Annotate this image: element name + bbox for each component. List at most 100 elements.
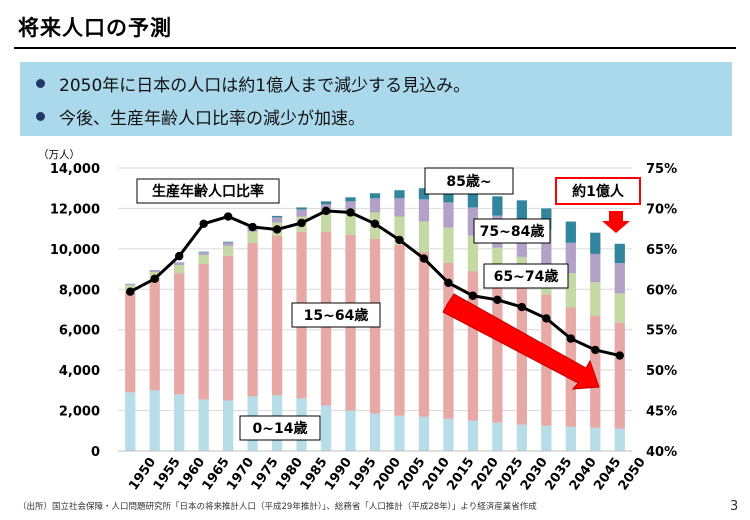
label-15-64-box — [291, 302, 381, 328]
bar-segment-85-plus — [467, 191, 479, 208]
bar-segment-85-plus — [565, 221, 576, 243]
bar-segment-75-84 — [149, 270, 160, 273]
ratio-marker — [419, 254, 429, 263]
bar-segment-15-64 — [149, 279, 160, 391]
y2-tick-label: 60% — [646, 283, 677, 298]
ratio-marker — [248, 222, 257, 232]
bar-segment-85-plus — [223, 241, 234, 243]
bar-segment-85-plus — [345, 197, 356, 202]
ratio-marker — [468, 291, 478, 300]
ratio-marker — [174, 251, 184, 261]
bar-segment-65-74 — [198, 254, 209, 265]
label-approx-100m-box — [555, 177, 641, 205]
y2-tick-label: 55% — [646, 324, 677, 339]
bar-segment-85-plus — [394, 190, 405, 199]
bar-segment-75-84 — [125, 284, 136, 286]
ratio-marker — [517, 302, 527, 312]
ratio-marker — [150, 274, 159, 283]
bar-segment-0-14 — [565, 426, 576, 451]
bar-segment-0-14 — [418, 416, 430, 451]
page-number: 3 — [730, 499, 739, 514]
bar-segment-85-plus — [320, 201, 332, 205]
bar-segment-75-84 — [271, 217, 283, 223]
bar-segment-85-plus — [271, 215, 283, 218]
bar-segment-65-74 — [443, 227, 454, 264]
y-axis-unit-label: （万人） — [38, 149, 80, 161]
bar-segment-85-plus — [369, 193, 381, 199]
y-tick-label: 4,000 — [59, 364, 100, 379]
y2-tick-label: 45% — [646, 405, 677, 420]
y-tick-label: 6,000 — [59, 324, 100, 339]
label-75-84-box — [473, 218, 551, 244]
bar-segment-75-84 — [467, 207, 479, 236]
bar-segment-85-plus — [516, 200, 527, 221]
bar-segment-85-plus — [418, 188, 430, 200]
bar-segment-15-64 — [590, 315, 601, 428]
bar-segment-75-84 — [296, 209, 307, 217]
label-approx-100m: 約1億人 — [572, 183, 625, 200]
summary-bullet-2-text: 今後、生産年齢人口比率の減少が加速。 — [59, 109, 365, 129]
ratio-marker — [615, 351, 624, 360]
bar-segment-85-plus — [198, 251, 209, 253]
bar-segment-0-14 — [320, 405, 332, 451]
label-65-74-box — [483, 263, 569, 289]
y2-tick-label: 75% — [646, 162, 677, 177]
y2-tick-label: 40% — [646, 445, 677, 460]
bar-segment-75-84 — [418, 199, 430, 222]
y-tick-label: 14,000 — [50, 162, 100, 177]
bar-segment-0-14 — [590, 427, 601, 451]
bar-segment-65-74 — [394, 216, 405, 245]
bar-segment-15-64 — [198, 264, 209, 400]
bar-segment-0-14 — [345, 410, 356, 451]
bar-segment-15-64 — [223, 255, 234, 401]
bar-segment-65-74 — [174, 265, 185, 274]
ratio-marker — [566, 334, 576, 343]
bar-segment-15-64 — [614, 322, 625, 429]
bar-segment-0-14 — [223, 400, 234, 451]
ratio-marker — [542, 314, 551, 323]
y2-tick-label: 65% — [646, 243, 677, 258]
bar-segment-75-84 — [541, 229, 552, 265]
bar-segment-0-14 — [516, 424, 527, 451]
summary-bullet-1: 2050年に日本の人口は約1億人まで減少する見込み。 — [36, 71, 470, 96]
ratio-marker — [591, 345, 600, 355]
bullet-dot-icon — [36, 79, 45, 88]
bar-segment-0-14 — [492, 422, 503, 451]
bar-segment-85-plus — [590, 232, 601, 254]
ratio-marker — [272, 225, 282, 234]
bar-segment-0-14 — [174, 394, 185, 451]
summary-bullet-2: 今後、生産年齢人口比率の減少が加速。 — [36, 104, 365, 129]
bar-segment-0-14 — [443, 418, 454, 451]
bar-segment-65-74 — [345, 212, 356, 235]
ratio-marker — [126, 287, 135, 296]
bar-segment-0-14 — [394, 415, 405, 451]
label-15-64: 15~64歳 — [304, 307, 369, 324]
bar-segment-0-14 — [467, 420, 479, 451]
page-title: 将来人口の予測 — [18, 16, 172, 40]
bar-segment-65-74 — [492, 247, 503, 279]
bar-segment-85-plus — [614, 243, 625, 264]
bar-segment-75-84 — [174, 263, 185, 266]
bullet-dot-icon — [36, 112, 45, 121]
bar-segment-75-84 — [443, 202, 454, 228]
bar-segment-65-74 — [614, 293, 625, 323]
ratio-marker — [395, 235, 404, 245]
bar-segment-75-84 — [590, 253, 601, 283]
y2-tick-label: 50% — [646, 364, 677, 379]
bar-segment-15-64 — [467, 271, 479, 421]
bar-segment-15-64 — [125, 291, 136, 393]
bar-segment-0-14 — [125, 392, 136, 451]
bar-segment-65-74 — [247, 231, 258, 243]
bar-segment-75-84 — [198, 252, 209, 255]
y-tick-label: 2,000 — [59, 405, 100, 420]
bar-segment-65-74 — [565, 273, 576, 308]
bar-segment-85-plus — [492, 196, 503, 216]
bar-segment-75-84 — [223, 242, 234, 246]
bar-segment-65-74 — [418, 221, 430, 252]
ratio-marker — [493, 295, 502, 304]
summary-box: 2050年に日本の人口は約1億人まで減少する見込み。 今後、生産年齢人口比率の減… — [20, 62, 732, 136]
label-working-age-ratio-box — [136, 178, 280, 204]
bar-segment-15-64 — [516, 285, 527, 425]
bar-segment-15-64 — [174, 273, 185, 395]
